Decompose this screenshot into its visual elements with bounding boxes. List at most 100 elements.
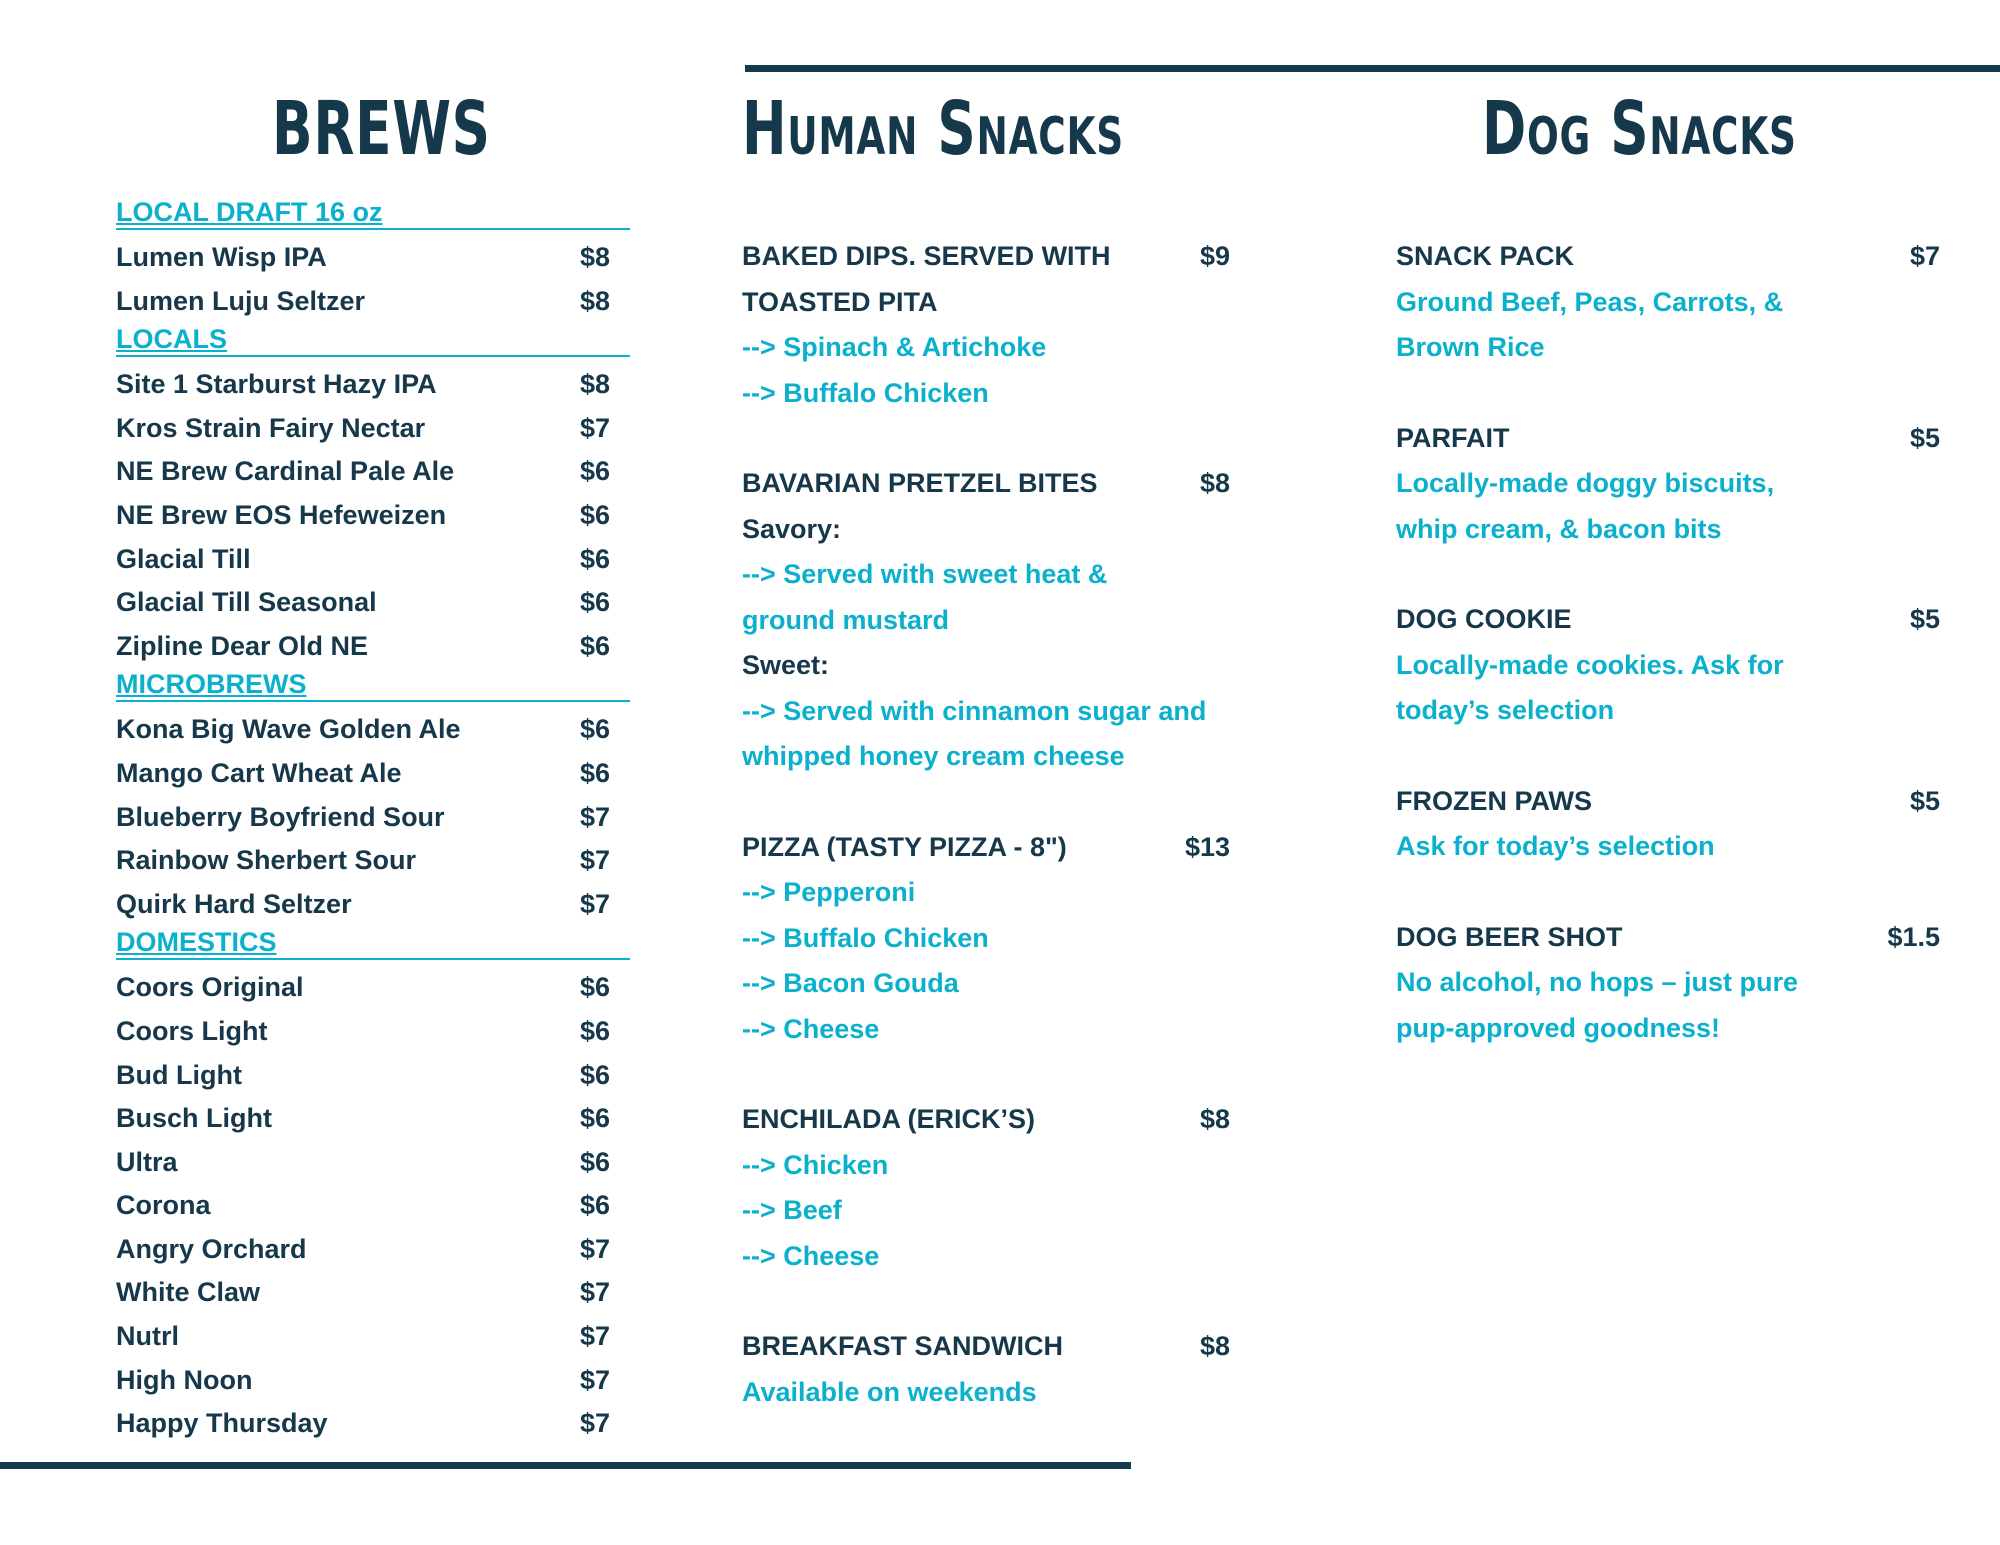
section-heading-domestics: DOMESTICS	[116, 926, 630, 961]
item-subheading: Sweet:	[742, 650, 830, 680]
brew-price: $6	[580, 714, 611, 745]
brew-row: Lumen Luju Seltzer $8	[116, 280, 630, 324]
brew-price: $6	[580, 972, 611, 1003]
menu-item-snack-pack: SNACK PACK $7 Ground Beef, Peas, Carrots…	[1396, 234, 1940, 371]
brews-title: BREWS	[272, 86, 491, 172]
brew-row: Bud Light $6	[116, 1054, 630, 1098]
brew-name: Zipline Dear Old NE	[116, 630, 369, 661]
item-description: Locally-made doggy biscuits, whip cream,…	[1396, 468, 1775, 544]
brew-row: Zipline Dear Old NE $6	[116, 625, 630, 669]
item-title: SNACK PACK	[1396, 241, 1575, 271]
brew-name: Quirk Hard Seltzer	[116, 888, 352, 919]
item-description: Locally-made cookies. Ask for today’s se…	[1396, 649, 1784, 726]
item-title: PIZZA (TASTY PIZZA - 8")	[742, 831, 1067, 862]
item-price: $5	[1909, 785, 1940, 816]
item-price: $8	[1199, 468, 1230, 498]
brew-price: $7	[580, 412, 611, 443]
brew-name: Ultra	[116, 1146, 178, 1177]
brew-name: High Noon	[116, 1364, 253, 1395]
menu-item-dog-cookie: DOG COOKIE $5 Locally-made cookies. Ask …	[1396, 597, 1940, 734]
item-option: --> Pepperoni	[742, 877, 916, 907]
item-title: PARFAIT	[1396, 422, 1510, 453]
item-option: --> Spinach & Artichoke	[742, 332, 1047, 362]
item-description: Ask for today’s selection	[1396, 831, 1715, 861]
brew-price: $7	[580, 1277, 611, 1308]
item-description: Ground Beef, Peas, Carrots, & Brown Rice	[1396, 286, 1784, 363]
menu-item-frozen-paws: FROZEN PAWS $5 Ask for today’s selection	[1396, 779, 1940, 870]
brew-name: Glacial Till Seasonal	[116, 587, 377, 618]
menu-item-dog-beer-shot: DOG BEER SHOT $1.5 No alcohol, no hops –…	[1396, 915, 1940, 1052]
brew-name: Angry Orchard	[116, 1233, 307, 1264]
item-option: --> Served with sweet heat & ground must…	[742, 559, 1108, 635]
brew-price: $6	[580, 587, 611, 618]
brew-row: Kros Strain Fairy Nectar $7	[116, 407, 630, 451]
brew-row: Corona $6	[116, 1184, 630, 1228]
item-option: --> Buffalo Chicken	[742, 377, 989, 408]
brew-row: Glacial Till Seasonal $6	[116, 581, 630, 625]
brew-price: $8	[580, 285, 611, 316]
menu-item-baked-dips: BAKED DIPS. SERVED WITH TOASTED PITA $9 …	[742, 234, 1230, 416]
item-option: --> Cheese	[742, 1013, 880, 1044]
brew-row: Coors Light $6	[116, 1010, 630, 1054]
brew-price: $8	[580, 369, 611, 400]
brew-price: $6	[580, 456, 611, 487]
brew-price: $7	[580, 1321, 611, 1352]
brew-name: NE Brew EOS Hefeweizen	[116, 499, 447, 530]
brew-name: Site 1 Starburst Hazy IPA	[116, 369, 437, 400]
brew-price: $7	[580, 1233, 611, 1264]
item-price: $1.5	[1887, 921, 1940, 952]
item-price: $9	[1199, 241, 1230, 271]
menu-item-parfait: PARFAIT $5 Locally-made doggy biscuits, …	[1396, 416, 1940, 553]
item-option: --> Bacon Gouda	[742, 968, 959, 998]
brew-row: Angry Orchard $7	[116, 1228, 630, 1272]
human-snacks-title: Human Snacks	[742, 86, 1124, 172]
brew-name: Mango Cart Wheat Ale	[116, 757, 402, 788]
brew-name: Rainbow Sherbert Sour	[116, 845, 417, 876]
menu-item-enchilada: ENCHILADA (ERICK’S) $8 --> Chicken --> B…	[742, 1097, 1230, 1279]
item-option: --> Served with cinnamon sugar and whipp…	[742, 695, 1207, 772]
item-price: $5	[1909, 422, 1940, 453]
brew-price: $7	[580, 801, 611, 832]
brew-name: Busch Light	[116, 1103, 272, 1134]
bottom-divider-rule	[0, 1462, 1131, 1469]
item-price: $8	[1199, 1331, 1230, 1361]
item-price: $5	[1909, 604, 1940, 634]
item-option: --> Chicken	[742, 1149, 889, 1180]
section-heading-locals: LOCALS	[116, 323, 630, 358]
menu-item-pretzel-bites: BAVARIAN PRETZEL BITES $8 Savory: --> Se…	[742, 461, 1230, 780]
brew-name: Happy Thursday	[116, 1408, 328, 1439]
brew-price: $6	[580, 1103, 611, 1134]
brew-row: Site 1 Starburst Hazy IPA $8	[116, 363, 630, 407]
item-option: --> Cheese	[742, 1240, 880, 1271]
item-subheading: Savory:	[742, 513, 842, 544]
item-title: ENCHILADA (ERICK’S)	[742, 1104, 1035, 1134]
menu-item-pizza: PIZZA (TASTY PIZZA - 8") $13 --> Peppero…	[742, 825, 1230, 1053]
brew-name: Lumen Luju Seltzer	[116, 285, 366, 316]
dog-snacks-title: Dog Snacks	[1482, 86, 1797, 172]
item-option: --> Buffalo Chicken	[742, 922, 989, 953]
brew-row: High Noon $7	[116, 1359, 630, 1403]
brew-row: NE Brew EOS Hefeweizen $6	[116, 494, 630, 538]
brew-row: Blueberry Boyfriend Sour $7	[116, 796, 630, 840]
brew-row: Glacial Till $6	[116, 538, 630, 582]
brew-price: $6	[580, 630, 611, 661]
brew-price: $7	[580, 1408, 611, 1439]
brew-name: Glacial Till	[116, 543, 251, 574]
brew-name: Coors Light	[116, 1015, 268, 1046]
section-heading-local-draft: LOCAL DRAFT 16 oz	[116, 196, 630, 230]
brew-price: $6	[580, 543, 611, 574]
dog-snacks-list: SNACK PACK $7 Ground Beef, Peas, Carrots…	[1396, 234, 1940, 1096]
item-note: Available on weekends	[742, 1376, 1037, 1407]
brew-price: $6	[580, 1190, 611, 1221]
brew-price: $6	[580, 1146, 611, 1177]
brew-name: Corona	[116, 1190, 211, 1221]
brew-row: Kona Big Wave Golden Ale $6	[116, 708, 630, 752]
item-title: DOG COOKIE	[1396, 604, 1572, 634]
brew-name: Coors Original	[116, 972, 304, 1003]
item-title: BREAKFAST SANDWICH	[742, 1331, 1063, 1361]
brew-price: $7	[580, 845, 611, 876]
brew-price: $6	[580, 757, 611, 788]
brew-row: Quirk Hard Seltzer $7	[116, 883, 630, 927]
item-option: --> Beef	[742, 1195, 842, 1225]
brew-price: $6	[580, 499, 611, 530]
